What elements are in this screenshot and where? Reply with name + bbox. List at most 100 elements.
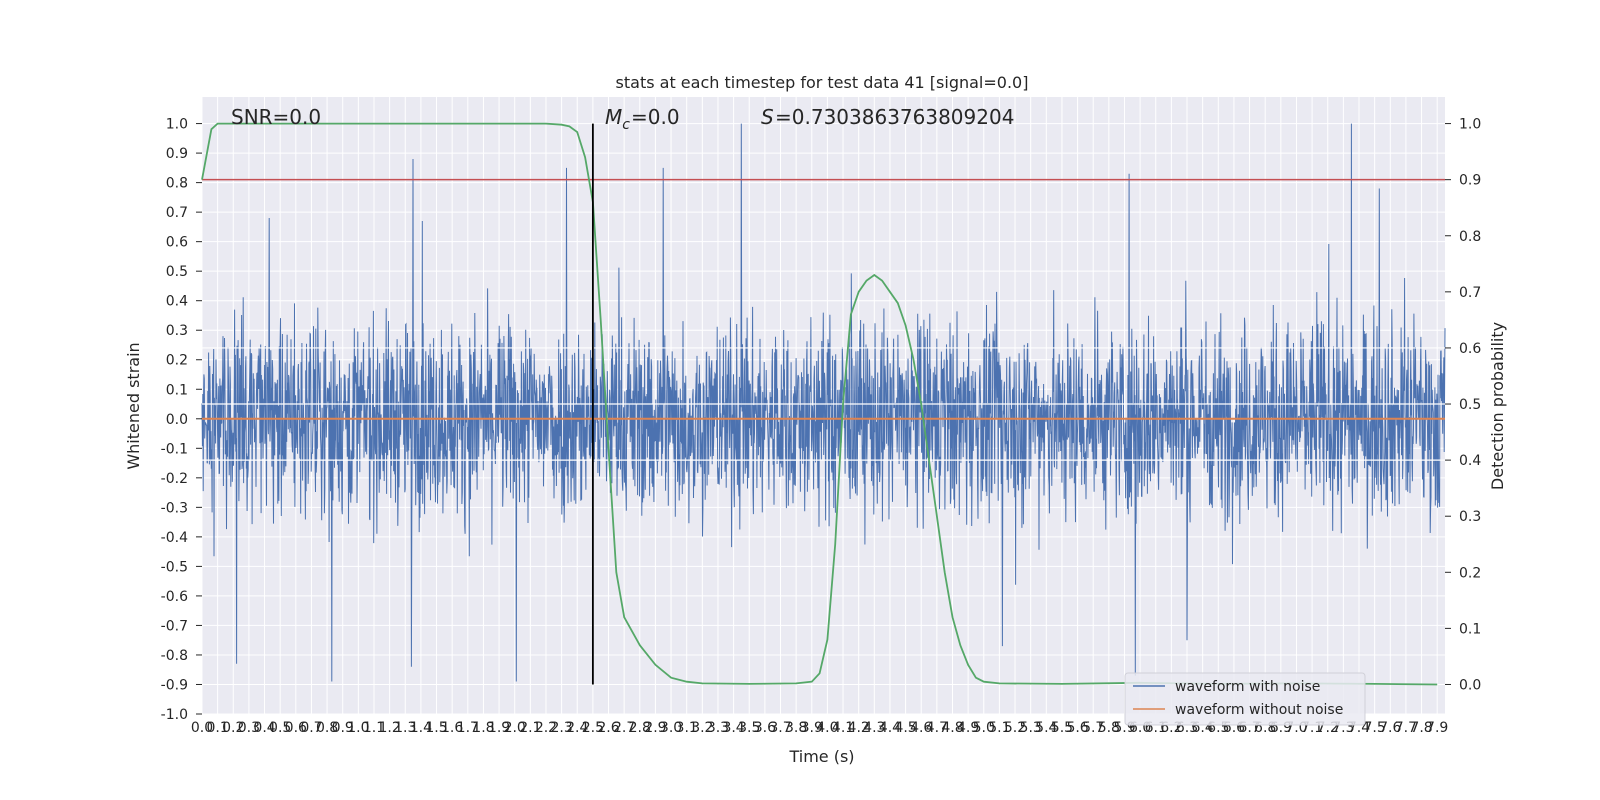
x-tick-label: 7.6 xyxy=(1379,720,1401,736)
y-tick-label: 0.1 xyxy=(166,382,188,398)
x-tick-label: 4.0 xyxy=(816,720,838,736)
series-line-detection-probability xyxy=(201,122,1438,686)
x-tick-label: 3.1 xyxy=(676,720,698,736)
y-tick-label: 0.3 xyxy=(166,323,188,339)
y-right-tick-label: 0.7 xyxy=(1459,285,1481,301)
annotation-s: S =0.7303863763809204 xyxy=(761,105,1014,129)
y-tick-label: 0.9 xyxy=(166,146,188,162)
y-right-tick-label: 1.0 xyxy=(1459,117,1481,133)
x-tick-label: 3.0 xyxy=(660,720,682,736)
x-tick-label: 1.4 xyxy=(410,720,432,736)
legend: waveform with noise waveform without noi… xyxy=(1124,672,1366,726)
x-tick-label: 1.2 xyxy=(378,720,400,736)
x-tick-label: 2.8 xyxy=(629,720,651,736)
x-tick-label: 1.9 xyxy=(488,720,510,736)
x-tick-label: 3.8 xyxy=(785,720,807,736)
x-tick-label: 4.4 xyxy=(879,720,901,736)
x-tick-label: 5.2 xyxy=(1004,720,1026,736)
x-tick-label: 1.0 xyxy=(347,720,369,736)
y-right-tick-label: 0.3 xyxy=(1459,509,1481,525)
legend-box xyxy=(1124,672,1366,726)
x-tick-label: 7.5 xyxy=(1364,720,1386,736)
y-tick-label: 0.5 xyxy=(166,264,188,280)
y-tick-label: -0.5 xyxy=(161,559,188,575)
x-tick-label: 0.4 xyxy=(253,720,275,736)
y-right-tick-labels: 0.0 0.1 0.2 0.3 0.4 0.5 0.6 0.7 0.8 0.9 1.0 xyxy=(1445,117,1481,693)
x-tick-label: 5.7 xyxy=(1082,720,1104,736)
x-tick-label: 1.6 xyxy=(441,720,463,736)
x-tick-label: 1.3 xyxy=(394,720,416,736)
x-tick-label: 3.2 xyxy=(691,720,713,736)
x-tick-label: 2.2 xyxy=(535,720,557,736)
x-tick-label: 0.8 xyxy=(316,720,338,736)
annotation-s-symbol: S xyxy=(761,105,774,129)
x-tick-label: 0.6 xyxy=(285,720,307,736)
x-tick-label: 4.2 xyxy=(848,720,870,736)
x-tick-label: 3.3 xyxy=(707,720,729,736)
x-tick-label: 5.1 xyxy=(988,720,1010,736)
series-line-waveform-with-noise xyxy=(201,123,1446,682)
x-tick-label: 4.1 xyxy=(832,720,854,736)
x-tick-label: 7.9 xyxy=(1426,720,1448,736)
annotation-s-value: =0.7303863763809204 xyxy=(775,105,1014,129)
x-tick-label: 0.2 xyxy=(222,720,244,736)
x-tick-label: 0.5 xyxy=(269,720,291,736)
series-waveform-with-noise xyxy=(201,123,1446,682)
y-tick-label: 0.6 xyxy=(166,235,188,251)
x-tick-label: 4.5 xyxy=(894,720,916,736)
x-tick-label: 0.1 xyxy=(207,720,229,736)
y-tick-label: -0.6 xyxy=(161,589,188,605)
x-tick-label: 0.9 xyxy=(332,720,354,736)
x-tick-label: 1.8 xyxy=(472,720,494,736)
x-tick-label: 3.6 xyxy=(754,720,776,736)
y-tick-label: 0.7 xyxy=(166,205,188,221)
x-tick-label: 1.7 xyxy=(457,720,479,736)
legend-label-noise: waveform with noise xyxy=(1175,679,1320,695)
y-tick-label: -0.1 xyxy=(161,441,188,457)
y-tick-label: 1.0 xyxy=(166,117,188,133)
x-tick-label: 5.4 xyxy=(1035,720,1057,736)
x-tick-label: 5.3 xyxy=(1020,720,1042,736)
x-tick-label: 0.7 xyxy=(300,720,322,736)
x-tick-label: 2.3 xyxy=(550,720,572,736)
y-tick-label: -0.4 xyxy=(161,530,188,546)
y-tick-labels: -1.0 -0.9 -0.8 -0.7 -0.6 -0.5 -0.4 -0.3 -0.2 -0.1… xyxy=(161,117,202,723)
x-tick-label: 2.5 xyxy=(582,720,604,736)
x-tick-label: 4.6 xyxy=(910,720,932,736)
y-tick-label: -0.8 xyxy=(161,648,188,664)
y-tick-label: -0.3 xyxy=(161,500,188,516)
y-right-axis-label: Detection probability xyxy=(1488,322,1507,490)
y-tick-label: -0.7 xyxy=(161,618,188,634)
x-tick-label: 2.6 xyxy=(597,720,619,736)
y-right-tick-label: 0.1 xyxy=(1459,621,1481,637)
y-axis-label: Whitened strain xyxy=(124,342,143,469)
x-axis-label: Time (s) xyxy=(788,747,854,766)
x-tick-label: 0.3 xyxy=(238,720,260,736)
legend-label-clean: waveform without noise xyxy=(1175,702,1343,718)
x-tick-label: 1.1 xyxy=(363,720,385,736)
y-tick-label: -1.0 xyxy=(161,707,188,723)
annotation-mc: Mc =0.0 xyxy=(605,105,680,133)
x-tick-label: 4.3 xyxy=(863,720,885,736)
x-tick-label: 3.4 xyxy=(722,720,744,736)
x-tick-label: 2.4 xyxy=(566,720,588,736)
x-tick-label: 7.7 xyxy=(1395,720,1417,736)
annotation-mc-value: =0.0 xyxy=(631,105,680,129)
x-tick-label: 4.9 xyxy=(957,720,979,736)
x-tick-label: 2.9 xyxy=(644,720,666,736)
x-tick-label: 3.9 xyxy=(801,720,823,736)
y-tick-label: 0.8 xyxy=(166,176,188,192)
y-right-tick-label: 0.0 xyxy=(1459,677,1481,693)
x-tick-label: 5.0 xyxy=(973,720,995,736)
x-tick-label: 4.8 xyxy=(941,720,963,736)
y-right-tick-label: 0.6 xyxy=(1459,341,1481,357)
y-right-tick-label: 0.2 xyxy=(1459,565,1481,581)
y-tick-label: 0.2 xyxy=(166,353,188,369)
series-overlays xyxy=(201,122,1445,686)
x-tick-label: 2.1 xyxy=(519,720,541,736)
x-tick-label: 5.5 xyxy=(1051,720,1073,736)
x-tick-label: 0.0 xyxy=(191,720,213,736)
x-tick-label: 2.0 xyxy=(504,720,526,736)
y-tick-label: -0.2 xyxy=(161,471,188,487)
